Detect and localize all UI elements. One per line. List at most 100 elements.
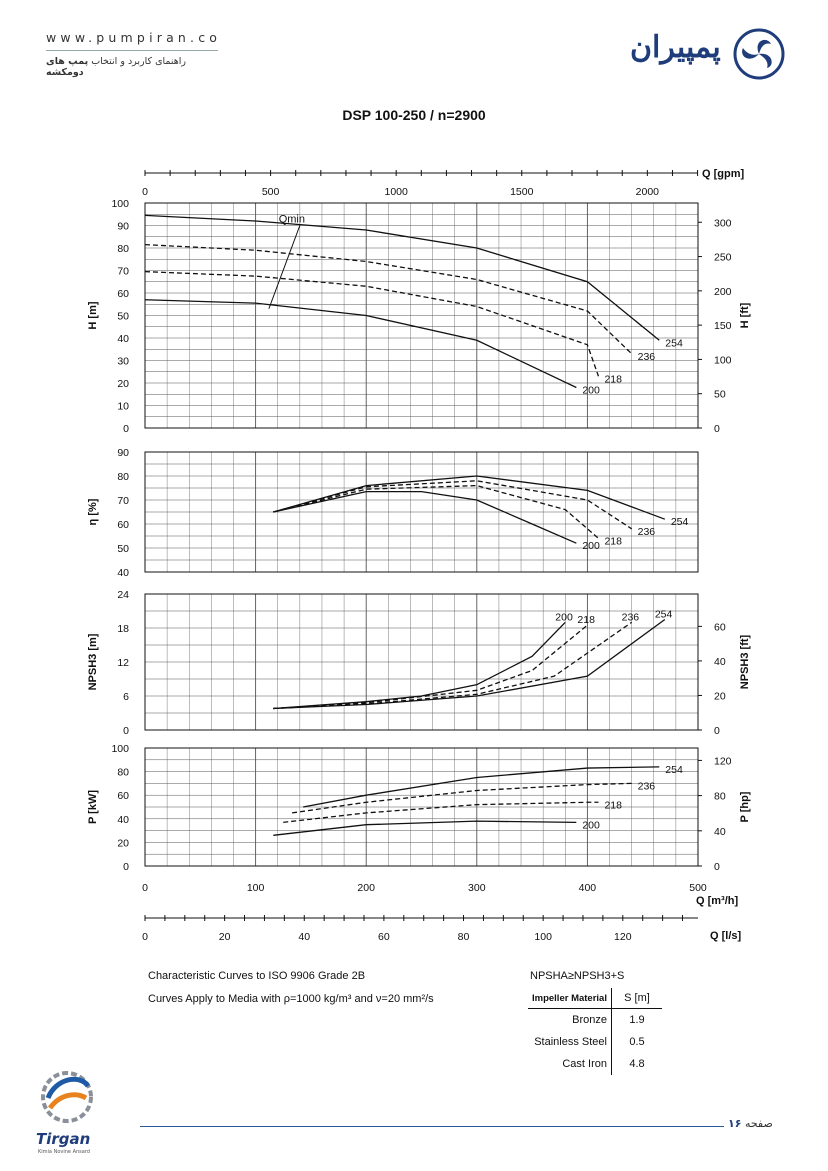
curve-label-218: 218 (604, 373, 622, 385)
curve-218 (273, 624, 588, 710)
plot-frame (144, 593, 699, 731)
y-axis-label: H [m] (87, 301, 99, 329)
right-tick-label: 60 (714, 621, 726, 633)
right-tick-label: 300 (714, 217, 732, 229)
m3h-axis-label: Q [m³/h] (696, 895, 738, 907)
curve-label-200: 200 (582, 385, 600, 397)
curve-label-200: 200 (582, 540, 600, 552)
right-tick-label: 20 (714, 690, 726, 702)
gpm-tick-label: 1000 (384, 186, 408, 198)
note-media: Curves Apply to Media with ρ=1000 kg/m³ … (148, 993, 434, 1005)
y-tick-label: 80 (117, 767, 129, 779)
y-tick-label: 60 (117, 790, 129, 802)
ls-tick-label: 20 (219, 931, 231, 943)
y-tick-label: 40 (117, 333, 129, 345)
curve-label-218: 218 (604, 799, 622, 811)
curve-218 (283, 801, 599, 823)
table-row: Cast Iron 4.8 (528, 1053, 662, 1075)
s-cell: 0.5 (610, 1031, 662, 1053)
curve-236 (292, 782, 632, 814)
brand-logo-text: پمپیران (630, 30, 721, 65)
curve-label-218: 218 (604, 535, 622, 547)
plot-frame (144, 202, 699, 429)
y-tick-label: 50 (117, 311, 129, 323)
s-margin-table: Impeller Material S [m] Bronze 1.9 Stainl… (528, 988, 662, 1075)
right-tick-label: 40 (714, 656, 726, 668)
right-tick-label: 100 (714, 354, 732, 366)
y-tick-label: 6 (123, 691, 129, 703)
right-tick-label: 120 (714, 755, 732, 767)
y-tick-label: 12 (117, 657, 129, 669)
curve-236 (144, 243, 633, 355)
pumpiran-swirl-icon (733, 28, 785, 80)
s-cell: 4.8 (610, 1053, 662, 1075)
y-tick-label: 20 (117, 837, 129, 849)
y-tick-label: 60 (117, 519, 129, 531)
y-axis-label: P [kW] (87, 790, 99, 824)
brand-footer-sub: Kimia Novine Ansard (38, 1149, 90, 1155)
y-tick-label: 20 (117, 378, 129, 390)
curve-label-236: 236 (638, 526, 656, 538)
curve-label-218: 218 (577, 614, 595, 626)
curve-label-254: 254 (655, 609, 673, 621)
table-row: Bronze 1.9 (528, 1008, 662, 1031)
tagline: راهنمای کاربرد و انتخاب پمپ های دومکشه (46, 56, 226, 78)
curve-254 (144, 214, 660, 341)
y-tick-label: 0 (123, 861, 129, 873)
y-tick-label: 0 (123, 725, 129, 737)
gpm-tick-label: 2000 (636, 186, 660, 198)
y-tick-label: 18 (117, 623, 129, 635)
y-axis-label-right: P [hp] (739, 791, 751, 822)
y-axis-label-right: NPSH3 [ft] (739, 634, 751, 689)
curve-label-254: 254 (665, 764, 683, 776)
m3h-tick-label: 200 (357, 882, 375, 894)
right-tick-label: 0 (714, 861, 720, 873)
right-tick-label: 150 (714, 320, 732, 332)
npsh-equation: NPSHA≥NPSH3+S (530, 970, 625, 982)
material-cell: Bronze (572, 1014, 607, 1026)
curve-label-254: 254 (665, 337, 683, 349)
right-tick-label: 40 (714, 826, 726, 838)
y-axis-label: η [%] (87, 498, 99, 525)
divider (46, 50, 218, 51)
right-tick-label: 250 (714, 252, 732, 264)
y-tick-label: 70 (117, 495, 129, 507)
site-url: www.pumpiran.co (46, 30, 222, 45)
curve-200 (144, 299, 577, 389)
y-axis-label-right: H [ft] (739, 302, 751, 328)
curve-254 (273, 475, 666, 520)
y-tick-label: 80 (117, 243, 129, 255)
y-tick-label: 70 (117, 266, 129, 278)
y-tick-label: 80 (117, 471, 129, 483)
tagline-plain: راهنمای کاربرد و انتخاب (88, 56, 187, 67)
y-tick-label: 40 (117, 567, 129, 579)
chart-title: DSP 100-250 / n=2900 (342, 107, 486, 123)
gpm-tick-label: 500 (262, 186, 280, 198)
y-tick-label: 90 (117, 221, 129, 233)
curve-label-236: 236 (638, 351, 656, 363)
ls-tick-label: 80 (458, 931, 470, 943)
qmin-annotation: Qmin (279, 214, 305, 226)
header-s: S [m] (610, 988, 662, 1009)
gpm-axis-label: Q [gpm] (702, 168, 744, 180)
y-tick-label: 50 (117, 543, 129, 555)
ls-tick-label: 100 (534, 931, 552, 943)
right-tick-label: 80 (714, 791, 726, 803)
m3h-tick-label: 400 (579, 882, 597, 894)
curve-label-200: 200 (555, 611, 573, 623)
ls-axis-label: Q [l/s] (710, 930, 742, 942)
ls-tick-label: 120 (614, 931, 632, 943)
ls-tick-label: 0 (142, 931, 148, 943)
s-cell: 1.9 (610, 1008, 662, 1031)
page-num: ۱۶ (728, 1117, 742, 1130)
y-tick-label: 100 (111, 198, 129, 210)
curve-label-200: 200 (582, 819, 600, 831)
m3h-tick-label: 0 (142, 882, 148, 894)
table-row: Stainless Steel 0.5 (528, 1031, 662, 1053)
plot-frame (144, 451, 699, 573)
y-tick-label: 24 (117, 589, 129, 601)
right-tick-label: 200 (714, 286, 732, 298)
material-cell: Stainless Steel (534, 1036, 607, 1048)
curve-236 (273, 621, 633, 710)
